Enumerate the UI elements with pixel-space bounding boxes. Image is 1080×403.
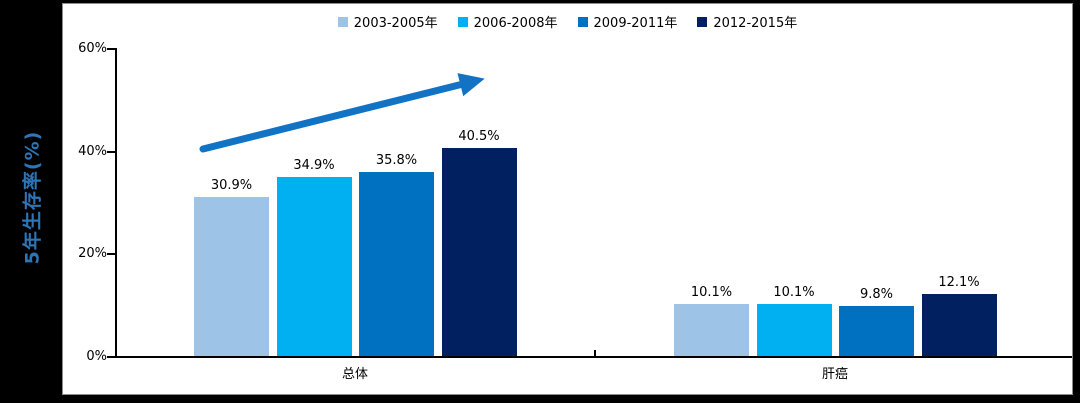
bar-肝癌-2003-2005年 (674, 304, 749, 356)
y-axis-line (115, 48, 117, 358)
legend-label: 2003-2005年 (353, 16, 438, 31)
legend-label: 2006-2008年 (473, 16, 558, 31)
legend: 2003-2005年 2006-2008年 2009-2011年 2012-2015年 (63, 12, 1072, 31)
bar-value-label: 35.8% (375, 153, 418, 169)
legend-item: 2012-2015年 (697, 12, 797, 31)
legend-swatch-icon (577, 16, 588, 27)
y-axis-tick (107, 253, 115, 256)
plot-panel: 2003-2005年 2006-2008年 2009-2011年 2012-2015年… (62, 3, 1073, 395)
category-label: 总体 (341, 367, 368, 382)
bar-value-label: 30.9% (210, 178, 253, 194)
category-label: 肝癌 (821, 367, 848, 382)
legend-item: 2003-2005年 (337, 12, 438, 31)
bar-value-label: 40.5% (458, 129, 500, 145)
bar-总体-2003-2005年 (194, 197, 269, 356)
y-axis-title: 5年生存率(%) (21, 130, 44, 265)
bar-value-label: 10.1% (690, 285, 733, 301)
legend-label: 2009-2011年 (593, 16, 678, 31)
y-axis-title-area: 5年生存率(%) (0, 0, 62, 395)
y-tick-label: 0% (86, 349, 107, 364)
bar-总体-2012-2015年 (441, 148, 517, 356)
bar-value-label: 12.1% (938, 274, 980, 290)
y-axis-tick (107, 150, 115, 153)
bar-肝癌-2012-2015年 (921, 293, 997, 356)
bar-肝癌-2006-2008年 (756, 304, 832, 356)
y-tick-label: 20% (78, 246, 107, 262)
y-axis-tick (107, 48, 115, 50)
bar-总体-2006-2008年 (276, 176, 352, 356)
legend-swatch-icon (337, 16, 348, 27)
bar-value-label: 10.1% (773, 285, 815, 301)
legend-swatch-icon (697, 16, 708, 27)
bar-总体-2009-2011年 (359, 172, 434, 356)
bar-value-label: 34.9% (293, 157, 335, 173)
legend-item: 2006-2008年 (457, 12, 558, 31)
x-axis-line (115, 356, 1072, 358)
y-tick-label: 40% (78, 143, 107, 159)
bar-value-label: 9.8% (859, 286, 894, 302)
legend-label: 2012-2015年 (713, 16, 798, 31)
y-axis-tick (107, 356, 115, 358)
legend-item: 2009-2011年 (577, 12, 678, 31)
y-tick-label: 60% (78, 41, 107, 56)
bar-肝癌-2009-2011年 (839, 305, 914, 356)
x-axis-tick (594, 350, 596, 356)
legend-swatch-icon (457, 16, 468, 27)
